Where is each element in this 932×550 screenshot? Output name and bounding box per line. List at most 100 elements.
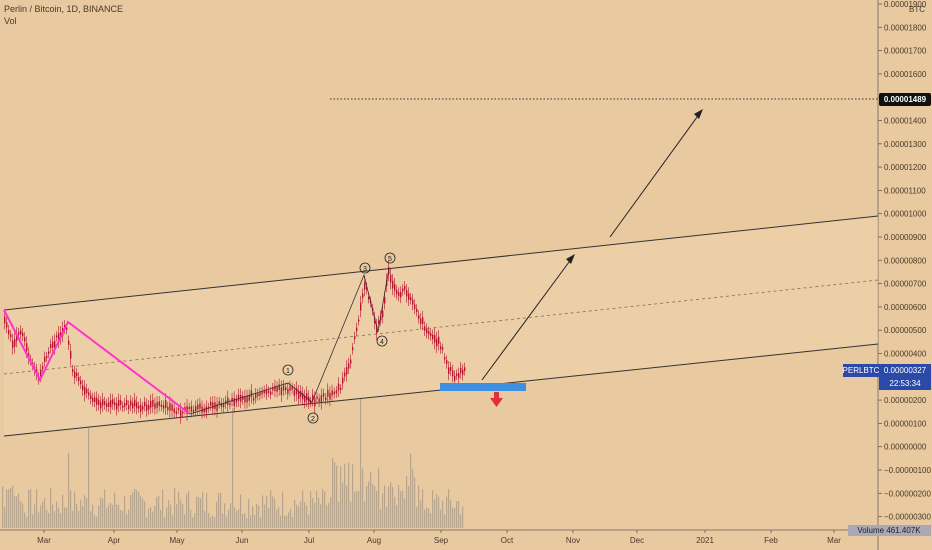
- candle-body: [229, 403, 231, 406]
- symbol-label: PERLBTC: [843, 366, 880, 375]
- candle-body: [148, 405, 150, 410]
- candle-body: [124, 402, 126, 407]
- candle-body: [331, 390, 333, 396]
- candle-body: [58, 333, 60, 342]
- volume-bar: [400, 491, 402, 528]
- volume-bar: [270, 490, 272, 528]
- candle-body: [197, 404, 199, 410]
- volume-bar: [290, 508, 292, 528]
- candle-body: [337, 383, 340, 391]
- candle-body: [322, 393, 325, 397]
- candle-body: [354, 336, 356, 340]
- volume-bar: [54, 511, 56, 528]
- candle-body: [112, 399, 114, 405]
- candle-body: [237, 394, 240, 401]
- candle-body: [152, 399, 154, 407]
- candle-body: [289, 386, 291, 391]
- candle-body: [396, 290, 398, 295]
- candle-body: [222, 403, 225, 408]
- volume-bar: [188, 491, 190, 528]
- candle-body: [104, 401, 106, 405]
- volume-bar: [402, 490, 404, 528]
- volume-bar: [414, 477, 416, 528]
- candle-body: [46, 355, 48, 358]
- volume-bar: [40, 505, 42, 528]
- candle-body: [454, 375, 456, 381]
- candle-body: [310, 401, 312, 404]
- candle-body: [94, 397, 96, 403]
- time-tick-label: Mar: [827, 536, 841, 545]
- volume-bar: [462, 506, 464, 528]
- candle-body: [276, 386, 278, 392]
- volume-bar: [216, 501, 218, 528]
- volume-bar: [368, 481, 370, 528]
- volume-bar: [426, 507, 428, 528]
- candle-body: [430, 333, 432, 337]
- candle-body: [376, 325, 378, 334]
- volume-bar: [176, 504, 178, 528]
- volume-bar: [96, 516, 98, 528]
- candle-body: [312, 394, 314, 401]
- candle-body: [464, 367, 466, 371]
- volume-bar: [214, 517, 216, 528]
- volume-bar: [72, 510, 74, 528]
- volume-bar: [350, 501, 352, 528]
- candle-body: [404, 285, 406, 290]
- time-tick-label: May: [169, 536, 184, 545]
- candle-body: [130, 400, 132, 406]
- volume-bar: [296, 504, 298, 528]
- volume-bar: [14, 495, 16, 528]
- candle-body: [56, 335, 58, 338]
- target-price-label: 0.00001489: [884, 95, 927, 104]
- price-tick-label: 0.00000200: [884, 396, 927, 405]
- candle-body: [16, 333, 18, 341]
- candle-body: [406, 290, 408, 297]
- volume-bar: [122, 510, 124, 528]
- volume-bar: [458, 500, 460, 528]
- candle-body: [348, 363, 350, 369]
- price-tick-label: 0.00000000: [884, 443, 927, 452]
- price-tick-label: 0.00001000: [884, 210, 927, 219]
- candle-body: [118, 399, 120, 407]
- volume-bar: [156, 497, 158, 528]
- volume-bar: [62, 494, 64, 528]
- wave-label-circle: [376, 335, 388, 347]
- volume-bar: [160, 509, 162, 528]
- candle-body: [199, 403, 201, 409]
- volume-bar: [104, 489, 106, 528]
- candle-body: [456, 373, 458, 376]
- wave-count-lines: [189, 267, 390, 415]
- candle-body: [68, 340, 70, 345]
- candle-body: [432, 334, 434, 340]
- volume-bar: [184, 514, 186, 528]
- candle-body: [186, 405, 188, 414]
- candle-body: [340, 388, 342, 391]
- volume-bar: [292, 517, 294, 528]
- candle-body: [82, 385, 84, 391]
- volume-bar: [332, 457, 334, 528]
- down-arrow-icon: [490, 398, 503, 407]
- wave-label: 2: [311, 416, 315, 423]
- candle-body: [92, 397, 94, 402]
- volume-bar: [120, 510, 122, 528]
- candle-body: [278, 384, 280, 390]
- volume-legend: Vol: [4, 16, 17, 26]
- time-axis-labels: Mar Apr May Jun Jul Aug Sep Oct Nov Dec 2021 Feb Mar: [37, 530, 841, 545]
- volume-bar: [108, 504, 110, 528]
- volume-bar: [454, 507, 456, 528]
- candle-body: [267, 390, 270, 393]
- candle-body: [116, 403, 118, 410]
- candle-body: [259, 392, 261, 396]
- time-tick-label: 2021: [696, 536, 714, 545]
- volume-bar: [394, 496, 396, 528]
- price-tick-label: 0.00000600: [884, 303, 927, 312]
- candles: [4, 260, 466, 424]
- volume-bar: [168, 500, 170, 528]
- candle-body: [210, 401, 212, 406]
- price-tick-label: 0.00000400: [884, 350, 927, 359]
- volume-bar: [372, 484, 374, 528]
- volume-bar: [204, 511, 206, 528]
- price-tick-label: −0.00000300: [884, 513, 931, 522]
- candle-body: [48, 351, 50, 355]
